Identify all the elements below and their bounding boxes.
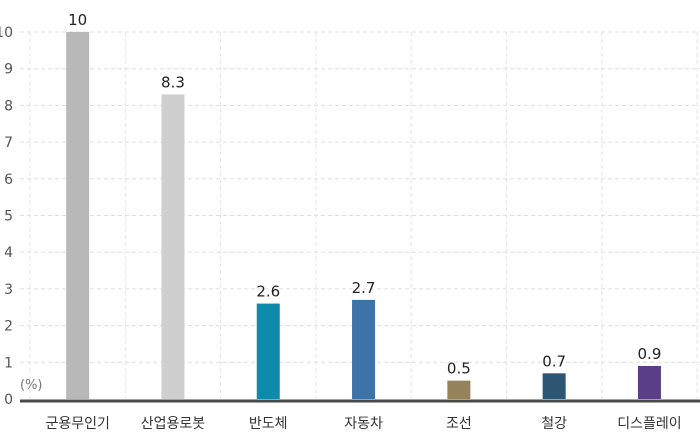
y-tick-label: 0	[4, 392, 13, 408]
data-label: 2.7	[352, 279, 376, 297]
y-tick-label: 6	[4, 172, 13, 188]
category-label: 자동차	[344, 416, 383, 432]
y-tick-label: 9	[4, 62, 13, 78]
value-labels: 10 8.3 2.6 2.7 0.5 0.7 0.9	[68, 11, 661, 378]
y-tick-label: 2	[4, 319, 13, 335]
y-tick-label: 4	[4, 245, 13, 261]
data-label: 0.9	[638, 345, 662, 363]
bar	[447, 380, 471, 399]
y-tick-label: 5	[4, 209, 13, 225]
unit-label: (%)	[20, 378, 43, 393]
data-label: 10	[68, 11, 87, 29]
category-label: 반도체	[249, 416, 288, 432]
category-label: 디스플레이	[617, 416, 681, 432]
bar	[352, 299, 376, 399]
y-axis-ticks: 0 1 2 3 4 5 6 7 8 9 10	[0, 25, 13, 408]
category-label: 조선	[446, 416, 472, 432]
data-label: 2.6	[256, 283, 280, 301]
category-label: 철강	[541, 416, 567, 432]
bar	[542, 373, 566, 399]
category-labels: 군용무인기 산업용로봇 반도체 자동차 조선 철강 디스플레이	[45, 416, 681, 432]
data-label: 8.3	[161, 73, 185, 91]
bar	[637, 365, 661, 399]
category-label: 산업용로봇	[141, 416, 206, 432]
y-tick-label: 1	[4, 355, 13, 371]
bar	[161, 94, 185, 399]
bars	[66, 32, 661, 399]
bar	[256, 303, 280, 399]
bar	[66, 32, 90, 399]
y-tick-label: 3	[4, 282, 13, 298]
y-tick-label: 8	[4, 98, 13, 114]
y-tick-label: 7	[4, 135, 13, 151]
category-label: 군용무인기	[45, 416, 109, 432]
data-label: 0.5	[447, 360, 471, 378]
y-tick-label: 10	[0, 25, 13, 41]
data-label: 0.7	[542, 352, 566, 370]
